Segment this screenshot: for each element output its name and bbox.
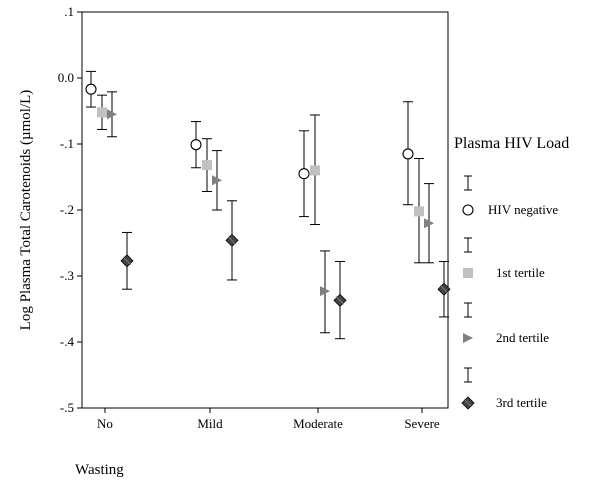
y-tick-label: 0.0 [58,70,74,85]
marker-hiv-negative [298,168,310,180]
y-axis-label: Log Plasma Total Carotenoids (µmol/L) [18,90,34,331]
marker-2nd-tertile [424,218,434,229]
x-axis-ticks: No Mild Moderate Severe [97,408,440,431]
legend-title: Plasma HIV Load [454,135,569,152]
marker-2nd-tertile [107,109,117,120]
marker-3rd-tertile [120,254,134,268]
plot-frame-layer [81,11,449,409]
marker-3rd-tertile [333,293,347,307]
marker-3rd-tertile [461,396,475,410]
marker-hiv-negative [462,204,474,216]
marker-2nd-tertile [463,333,473,343]
y-tick-label: -.5 [60,400,74,415]
legend: HIV negative 1st tertile 2nd tertile 3rd te… [461,175,558,410]
legend-entry-label: 2nd tertile [496,330,549,345]
marker-3rd-tertile-hatch [335,296,345,305]
marker-2nd-tertile [212,175,222,186]
marker-3rd-tertile-hatch [439,284,449,294]
x-axis-label: Wasting [75,462,124,478]
marker-3rd-tertile [437,282,451,296]
marker-hiv-negative [85,83,97,95]
legend-entry-label: 3rd tertile [496,395,547,410]
y-tick-label: -.4 [60,334,75,349]
x-tick-label: Severe [404,416,440,431]
marker-1st-tertile [414,206,424,217]
marker-1st-tertile [310,165,320,176]
marker-hiv-negative [190,139,202,151]
y-tick-label: .1 [64,4,74,19]
data-marks [85,70,451,340]
marker-1st-tertile [202,160,212,171]
y-tick-label: -.2 [60,202,74,217]
x-tick-label: No [97,416,113,431]
marker-1st-tertile [97,107,107,118]
marker-3rd-tertile-hatch [463,398,473,408]
y-axis-ticks: .1 0.0 -.1 -.2 -.3 -.4 -.5 [58,4,82,415]
legend-entry-label: HIV negative [488,202,558,217]
y-tick-label: -.1 [60,136,74,151]
marker-2nd-tertile [320,286,330,297]
marker-3rd-tertile-hatch [227,236,237,245]
marker-3rd-tertile [225,233,239,247]
y-tick-label: -.3 [60,268,74,283]
marker-1st-tertile [463,268,473,278]
x-tick-label: Moderate [293,416,343,431]
plot-area-border [81,11,449,409]
x-tick-label: Mild [197,416,223,431]
marker-3rd-tertile-hatch [122,256,132,266]
marker-hiv-negative [402,148,414,160]
legend-entry-label: 1st tertile [496,265,545,280]
